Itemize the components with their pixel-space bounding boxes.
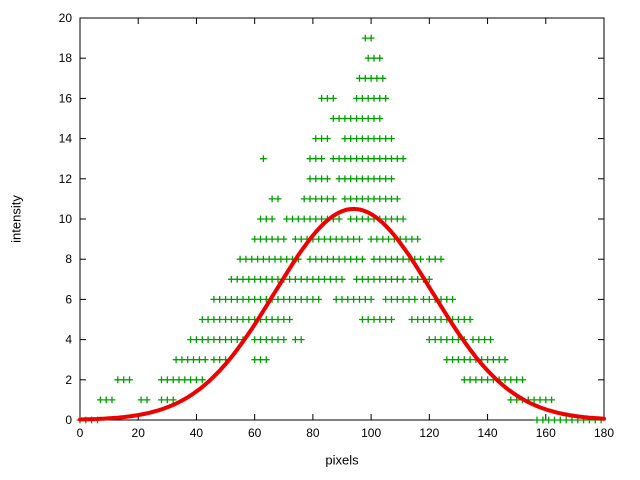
x-tick-label: 180 — [594, 426, 614, 440]
y-tick-label: 10 — [59, 212, 73, 226]
y-tick-label: 16 — [59, 91, 73, 105]
y-tick-label: 14 — [59, 132, 73, 146]
x-axis-title: pixels — [325, 452, 359, 468]
x-tick-label: 60 — [248, 426, 262, 440]
x-tick-label: 0 — [77, 426, 84, 440]
x-tick-label: 140 — [478, 426, 498, 440]
x-tick-label: 20 — [132, 426, 146, 440]
y-tick-label: 8 — [65, 252, 72, 266]
scatter-points — [76, 34, 605, 424]
y-axis-title: intensity — [8, 195, 24, 243]
x-tick-label: 80 — [306, 426, 320, 440]
y-tick-label: 2 — [65, 373, 72, 387]
fit-curve — [78, 206, 606, 422]
x-tick-label: 40 — [190, 426, 204, 440]
y-tick-label: 6 — [65, 292, 72, 306]
x-tick-label: 120 — [419, 426, 439, 440]
x-tick-label: 100 — [361, 426, 381, 440]
y-tick-label: 4 — [65, 333, 72, 347]
y-tick-label: 12 — [59, 172, 73, 186]
y-tick-label: 18 — [59, 51, 73, 65]
y-tick-label: 0 — [65, 413, 72, 427]
y-tick-label: 20 — [59, 11, 73, 25]
x-tick-label: 160 — [536, 426, 556, 440]
